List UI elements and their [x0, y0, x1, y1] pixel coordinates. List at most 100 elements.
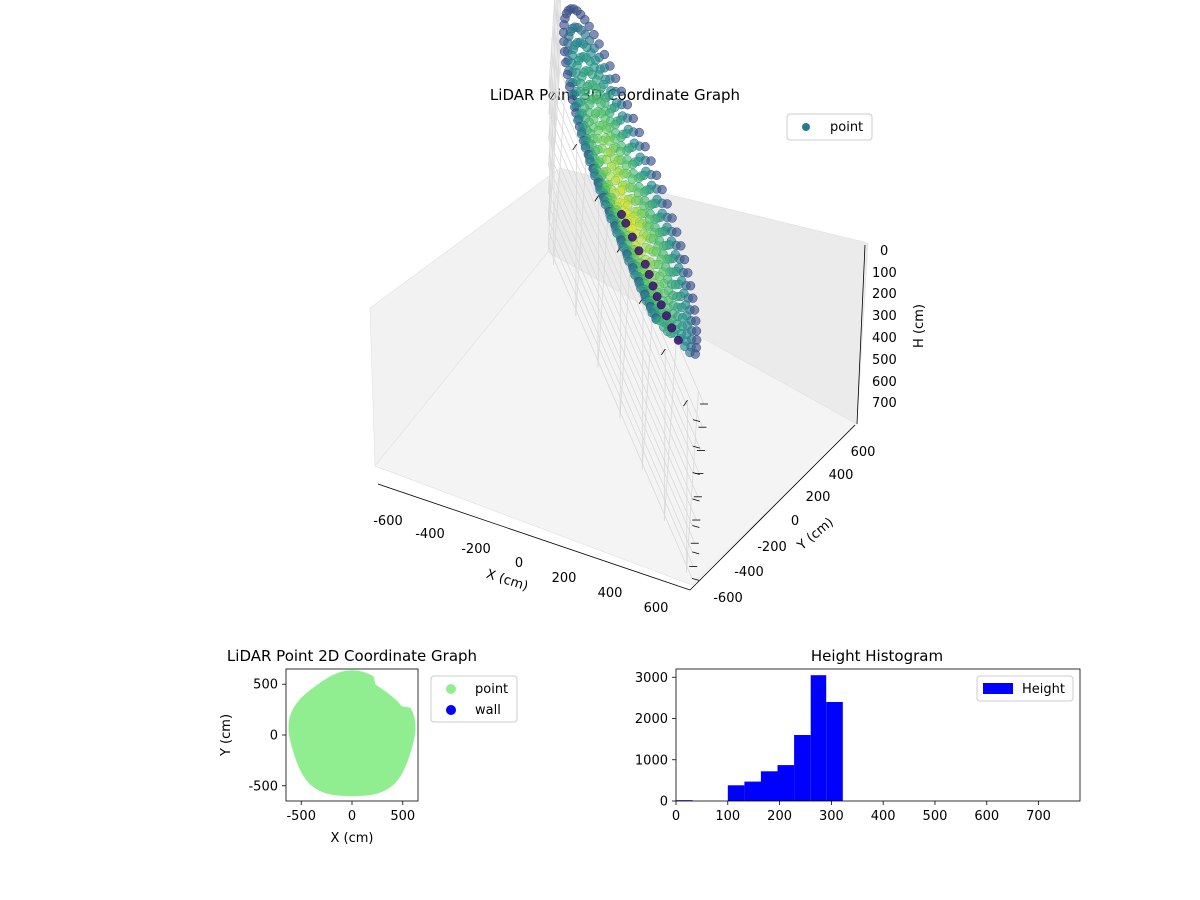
- x-tick-label-hist: 100: [715, 809, 740, 824]
- x-tick-label-3d: -400: [415, 527, 445, 542]
- point-3d: [689, 305, 700, 315]
- outlier-point-3d: [662, 311, 671, 321]
- x-tick-3d: [660, 348, 666, 356]
- point-3d: [610, 175, 621, 186]
- point-3d: [651, 170, 662, 180]
- histogram-bar: [794, 735, 811, 801]
- outlier-point-3d: [648, 281, 658, 291]
- point-3d: [604, 136, 614, 146]
- point-region-2d: [288, 670, 416, 797]
- grid-line-3d: [547, 245, 693, 579]
- y-axis-title-2d: Y (cm): [219, 714, 234, 757]
- point-3d: [662, 199, 672, 209]
- x-tick-label-2d: 0: [348, 809, 356, 824]
- outlier-point-3d: [617, 209, 626, 219]
- point-3d: [691, 316, 701, 326]
- y-tick-label-hist: 2000: [635, 712, 668, 727]
- z-ticks-3d: 0 100 200 300 400 500 600 700: [872, 244, 897, 411]
- grid-line-3d: [551, 186, 697, 521]
- point-3d: [677, 302, 687, 313]
- outlier-point-3d: [644, 269, 654, 279]
- outlier-point-3d: [640, 259, 650, 269]
- grid-3d: [547, 0, 708, 581]
- legend-3d-box: [786, 113, 873, 141]
- z-tick-label-3d: 600: [872, 375, 897, 390]
- grid-line-3d: [663, 339, 677, 521]
- legend-2d-marker-wall: [446, 705, 456, 715]
- point-3d: [580, 15, 590, 25]
- y-tick-label-3d: 600: [851, 445, 876, 460]
- legend-histogram: Height: [976, 675, 1074, 702]
- legend-2d-marker-point: [446, 684, 456, 694]
- point-3d: [630, 196, 641, 206]
- point-3d: [615, 146, 626, 157]
- point-3d: [657, 184, 667, 195]
- grid-line-3d: [558, 0, 560, 95]
- outlier-point-3d: [656, 300, 666, 310]
- x-axis-line-3d: [377, 483, 691, 591]
- histogram-bar: [760, 771, 778, 801]
- point-3d: [668, 267, 678, 277]
- legend-2d: point wall: [430, 675, 518, 723]
- y-tick-3d: [692, 419, 701, 422]
- point-3d: [593, 125, 603, 136]
- grid-line-3d: [641, 297, 644, 470]
- y-tick-label-2d: 0: [270, 729, 278, 744]
- z-tick-label-3d: 0: [880, 244, 888, 259]
- point-3d: [685, 281, 696, 291]
- y-tick-label-3d: 0: [791, 514, 799, 529]
- ticks-histogram: 0 100 200 300 400 500 600 700 0 1000 2000 3000: [635, 671, 1051, 824]
- y-tick-label-3d: -600: [713, 591, 743, 606]
- y-tick-label-hist: 0: [660, 795, 668, 810]
- y-tick-label-3d: 400: [829, 468, 854, 483]
- outlier-point-3d: [634, 246, 644, 256]
- point-3d: [688, 293, 698, 303]
- y-tick-label-3d: -200: [757, 540, 787, 555]
- legend-3d-label: point: [830, 120, 863, 135]
- y-tick-3d: [691, 578, 700, 581]
- ticks-2d: -500 0 500 -500 0 500: [248, 678, 415, 824]
- outlier-point-3d: [652, 292, 662, 302]
- point-3d: [667, 213, 677, 223]
- histogram-bar: [727, 785, 745, 801]
- point-3d: [676, 241, 686, 251]
- x-tick-3d: [594, 195, 600, 202]
- grid-line-3d: [575, 135, 589, 317]
- y-tick-label-3d: -400: [734, 565, 764, 580]
- histogram-bar: [810, 675, 827, 801]
- z-tick-label-3d: 100: [872, 266, 897, 281]
- grid-line-3d: [553, 0, 556, 164]
- legend-histogram-label: Height: [1022, 682, 1065, 697]
- x-tick-label-hist: 500: [923, 809, 948, 824]
- grid-line-3d: [553, 83, 566, 265]
- point-3d: [636, 235, 646, 245]
- grid-line-3d: [547, 192, 693, 526]
- plot-frame-histogram: [675, 668, 1081, 802]
- grid-line-3d: [548, 0, 556, 87]
- x-tick-label-2d: 500: [390, 809, 415, 824]
- point-3d: [691, 326, 702, 336]
- chart-2d-title: LiDAR Point 2D Coordinate Graph: [227, 647, 477, 665]
- y-tick-label-hist: 3000: [635, 671, 668, 686]
- x-tick-label-3d: -600: [373, 514, 403, 529]
- grid-line-3d: [551, 15, 554, 188]
- x-axis-title-3d: X (cm): [484, 567, 530, 595]
- outlier-point-3d: [621, 218, 631, 228]
- z-tick-label-3d: 300: [872, 309, 897, 324]
- point-cloud-3d: [559, 4, 702, 359]
- point-3d: [627, 174, 637, 184]
- x-tick-label-hist: 400: [871, 809, 896, 824]
- chart-histogram: Height Histogram 0 100 200 300 400 500 600 7000…: [635, 647, 1081, 824]
- grid-line-3d: [548, 61, 551, 234]
- grid-line-3d: [547, 218, 693, 553]
- legend-3d: point: [786, 113, 873, 141]
- grid-line-3d: [686, 391, 699, 573]
- histogram-bar: [777, 765, 795, 801]
- histogram-bars: [676, 675, 843, 801]
- legend-2d-label-wall: wall: [475, 703, 501, 718]
- x-axis-title-2d: X (cm): [331, 831, 374, 846]
- y-tick-3d: [692, 445, 700, 449]
- x-tick-label-hist: 300: [819, 809, 844, 824]
- point-3d: [601, 124, 612, 134]
- x-tick-3d: [572, 143, 578, 151]
